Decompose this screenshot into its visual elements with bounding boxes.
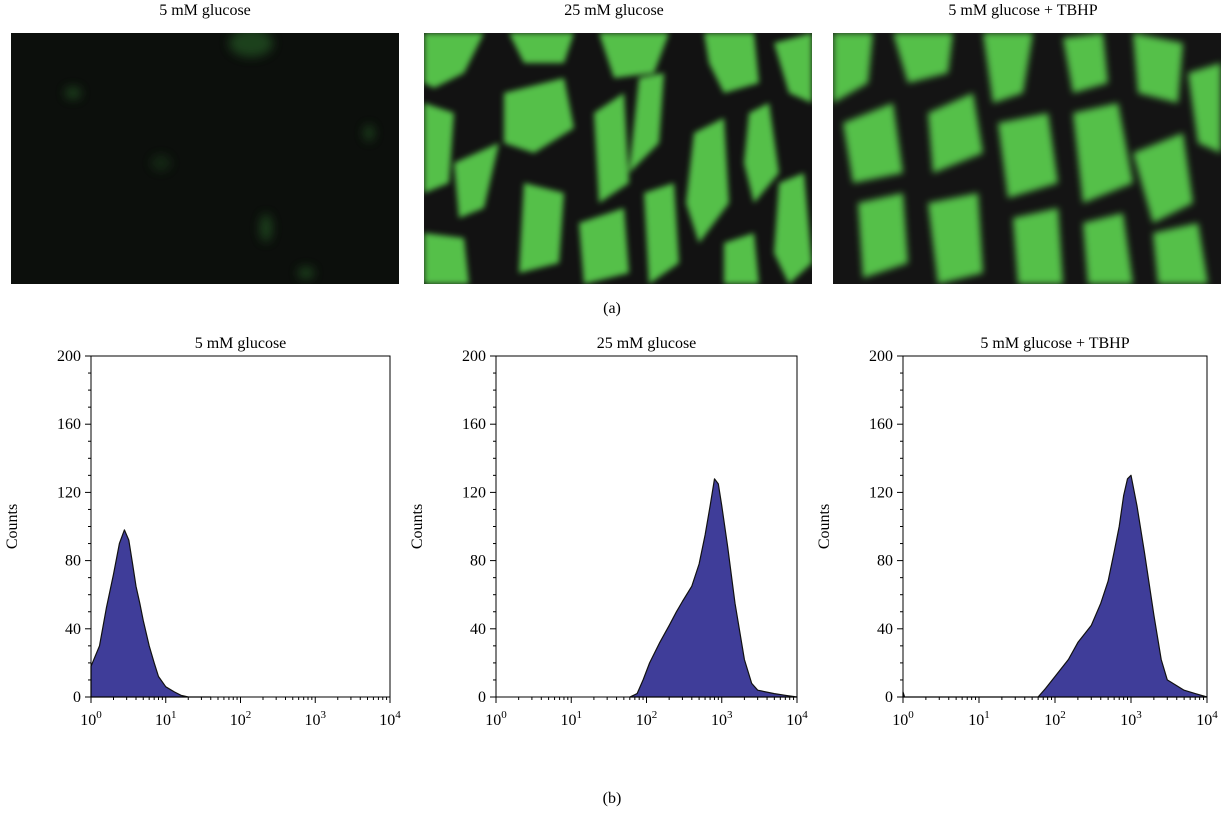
micrograph-title-3: 5 mM glucose + TBHP [948,2,1098,19]
panel-b-caption: (b) [602,790,622,807]
histogram-area [902,474,1208,698]
x-tick-label: 104 [786,709,808,729]
x-tick-label: 101 [155,709,177,729]
y-axis-label: Counts [816,504,833,549]
x-tick-label: 102 [230,709,252,729]
y-tick-label: 80 [65,553,81,570]
x-tick-label: 103 [305,709,327,729]
chart-title: 5 mM glucose + TBHP [980,335,1129,352]
y-tick-label: 80 [877,553,893,570]
x-tick-label: 102 [636,709,658,729]
y-tick-label: 0 [73,689,81,706]
y-tick-label: 160 [462,416,486,433]
histogram-2: 25 mM glucose 0 40 80 120 160 200 100 101 102 103 1… [409,335,808,729]
y-tick-label: 40 [65,621,81,638]
y-tick-label: 200 [869,348,893,365]
y-tick-label: 160 [57,416,81,433]
x-tick-label: 100 [892,709,914,729]
histogram-area [629,478,798,698]
y-tick-label: 40 [470,621,486,638]
y-tick-label: 80 [470,553,486,570]
x-tick-label: 102 [1044,709,1066,729]
y-axis-label: Counts [409,504,426,549]
micrograph-title-2: 25 mM glucose [564,2,664,19]
chart-title: 25 mM glucose [597,335,697,352]
y-tick-label: 0 [478,689,486,706]
y-tick-label: 40 [877,621,893,638]
x-tick-label: 101 [561,709,583,729]
histogram-3: 5 mM glucose + TBHP 0 40 80 120 160 200 100 101 1… [816,335,1218,729]
y-tick-label: 120 [57,484,81,501]
chart-title: 5 mM glucose [195,335,287,352]
y-tick-label: 200 [462,348,486,365]
y-tick-label: 200 [57,348,81,365]
micrograph-5mm-glucose [11,33,399,284]
y-tick-label: 120 [869,484,893,501]
x-tick-label: 103 [711,709,733,729]
x-tick-label: 104 [1196,709,1218,729]
micrograph-title-1: 5 mM glucose [159,2,251,19]
panel-a-caption: (a) [603,300,621,317]
histogram-1: 5 mM glucose 0 40 80 120 160 200 100 101 102 103 10… [4,335,401,729]
x-tick-label: 101 [968,709,990,729]
micrograph-5mm-glucose-tbhp [833,33,1221,284]
histogram-area [90,529,212,698]
panel-b-histograms: 5 mM glucose 0 40 80 120 160 200 100 101 102 103 10… [4,335,1218,729]
micrograph-25mm-glucose [424,33,812,284]
y-tick-label: 0 [885,689,893,706]
x-tick-label: 104 [379,709,401,729]
y-tick-label: 120 [462,484,486,501]
x-tick-label: 100 [485,709,507,729]
x-tick-label: 103 [1120,709,1142,729]
y-axis-label: Counts [4,504,21,549]
plot-frame [495,355,798,698]
x-tick-label: 100 [80,709,102,729]
y-tick-label: 160 [869,416,893,433]
plot-frame [902,355,1208,698]
